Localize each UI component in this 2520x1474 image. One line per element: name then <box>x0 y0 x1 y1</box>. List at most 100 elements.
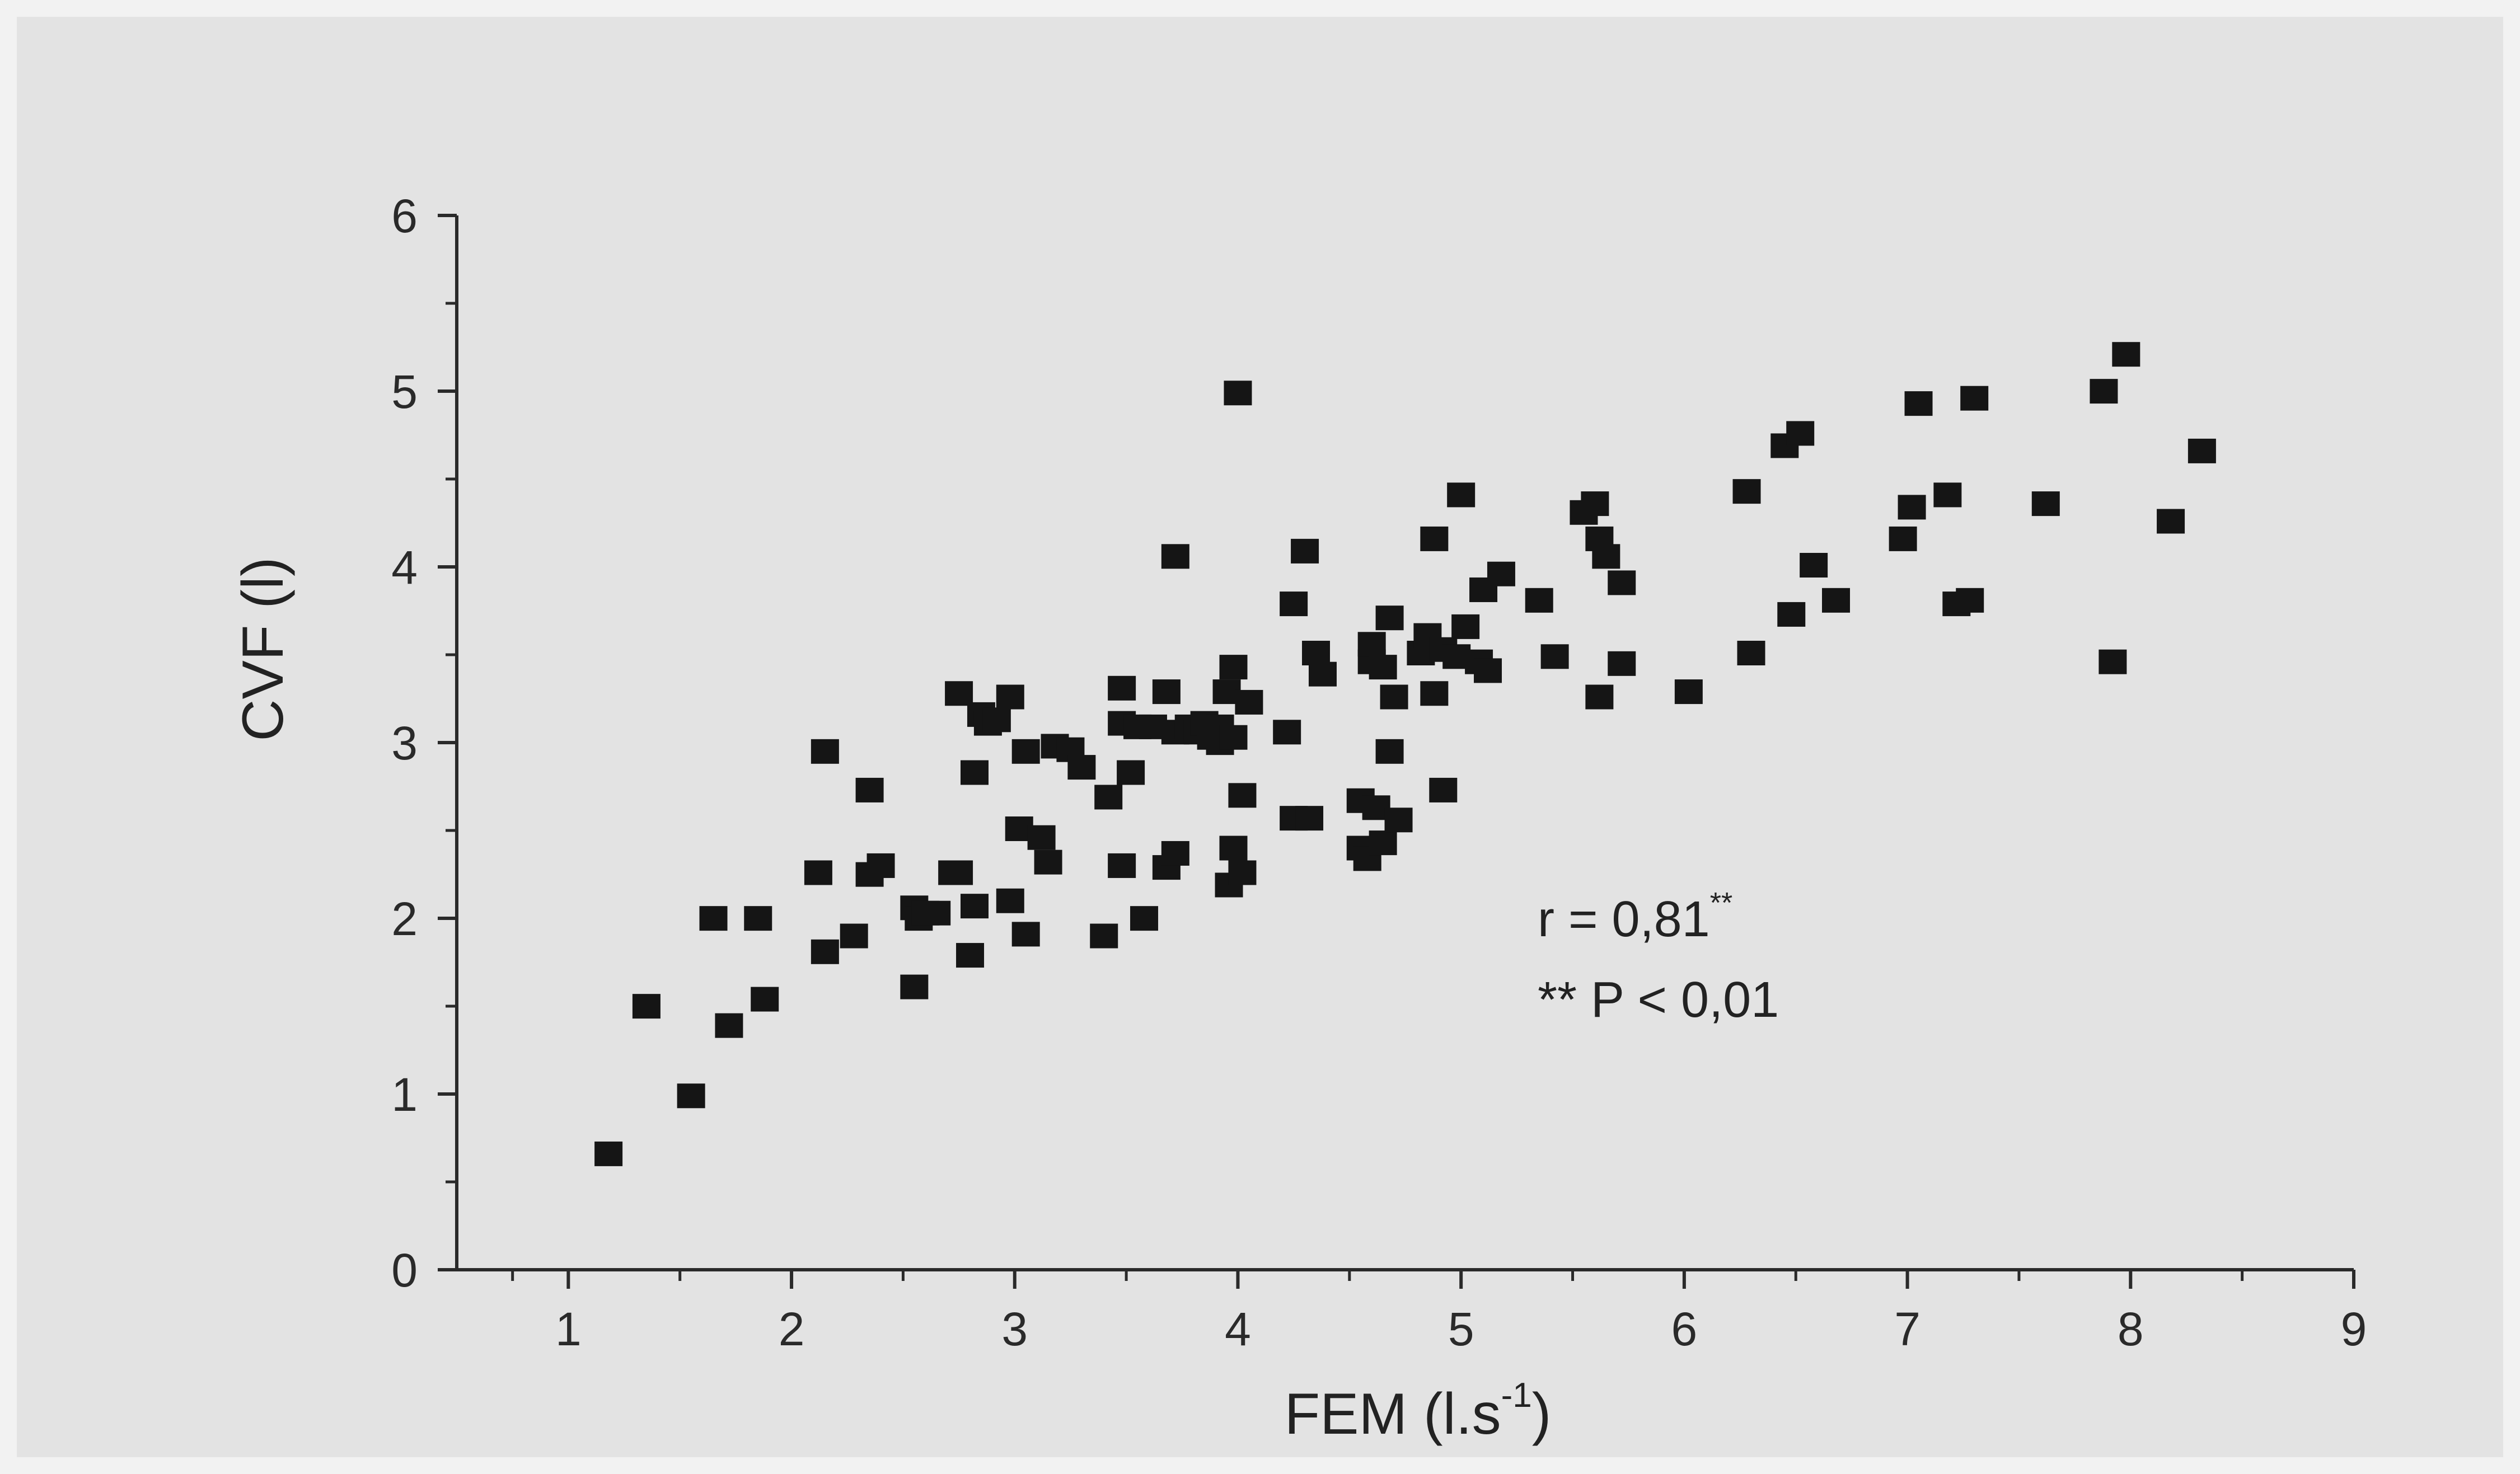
y-tick-label: 6 <box>391 190 418 242</box>
data-point <box>996 888 1024 913</box>
x-tick-label: 7 <box>1894 1303 1921 1355</box>
data-point <box>1581 491 1609 517</box>
y-tick-label: 5 <box>391 365 418 418</box>
data-point <box>1117 760 1145 785</box>
data-points <box>594 342 2216 1166</box>
data-point <box>1540 644 1569 669</box>
data-point <box>1960 386 1989 411</box>
data-point <box>1451 614 1480 639</box>
data-point <box>2157 509 2185 534</box>
data-point <box>811 739 839 764</box>
data-point <box>960 760 989 785</box>
y-tick-label: 3 <box>391 717 418 769</box>
data-point <box>811 939 839 964</box>
data-point <box>1161 544 1189 569</box>
data-point <box>804 860 832 885</box>
data-point <box>677 1083 705 1109</box>
data-point <box>1369 655 1397 680</box>
data-point <box>1889 526 1917 551</box>
data-point <box>1933 482 1962 508</box>
data-point <box>1295 806 1324 831</box>
correlation-label: r = 0,81** <box>1538 887 1732 947</box>
data-point <box>922 900 951 926</box>
data-point <box>900 974 929 999</box>
data-point <box>1375 739 1404 764</box>
data-point <box>1130 906 1159 931</box>
x-tick-label: 1 <box>555 1303 582 1355</box>
data-point <box>1429 777 1458 802</box>
y-axis-title: CVF (l) <box>231 557 296 741</box>
data-point <box>1090 923 1118 949</box>
data-point <box>1525 588 1553 613</box>
x-tick-label: 5 <box>1448 1303 1474 1355</box>
data-point <box>1375 605 1404 631</box>
data-point <box>1228 783 1257 808</box>
data-point <box>1108 675 1136 701</box>
data-point <box>1786 421 1815 446</box>
data-point <box>2090 379 2118 404</box>
data-point <box>1224 381 1252 406</box>
data-point <box>866 853 895 878</box>
y-tick-label: 0 <box>391 1244 418 1297</box>
data-point <box>1592 544 1620 569</box>
x-tick-label: 3 <box>1001 1303 1028 1355</box>
data-point <box>1474 658 1502 683</box>
data-point <box>2099 649 2127 674</box>
data-point <box>1291 538 1319 564</box>
data-point <box>632 994 661 1019</box>
p-value-label: ** P < 0,01 <box>1538 972 1779 1028</box>
data-point <box>840 923 868 949</box>
y-axis-ticks: 0 1 2 3 4 5 6 <box>391 190 457 1297</box>
y-tick-label: 1 <box>391 1068 418 1121</box>
data-point <box>1219 655 1248 680</box>
x-tick-label: 8 <box>2118 1303 2144 1355</box>
data-point <box>1487 561 1515 586</box>
correlation-superscript: ** <box>1710 887 1732 919</box>
data-point <box>1067 755 1096 780</box>
data-point <box>1273 720 1301 745</box>
x-axis-title-superscript: -1 <box>1501 1376 1532 1415</box>
data-point <box>1447 482 1476 508</box>
data-point <box>1608 570 1636 595</box>
data-point <box>945 681 973 706</box>
data-point <box>1011 922 1040 947</box>
y-tick-label: 4 <box>391 541 418 594</box>
data-point <box>715 1013 743 1038</box>
data-point <box>1777 602 1806 627</box>
plot-background <box>17 17 2503 1457</box>
data-point <box>1034 849 1062 875</box>
data-point <box>751 987 779 1012</box>
data-point <box>1027 825 1056 850</box>
data-point <box>1822 588 1851 613</box>
data-point <box>594 1141 623 1166</box>
data-point <box>1904 391 1933 416</box>
data-point <box>2031 491 2060 517</box>
data-point <box>1011 739 1040 764</box>
x-tick-label: 9 <box>2341 1303 2367 1355</box>
data-point <box>956 943 985 968</box>
data-point <box>1898 495 1926 520</box>
data-point <box>1956 588 1984 613</box>
data-point <box>1161 841 1189 866</box>
data-point <box>1800 553 1828 578</box>
data-point <box>1219 725 1248 750</box>
data-point <box>1420 526 1449 551</box>
data-point <box>1302 641 1331 665</box>
data-point <box>744 906 772 931</box>
data-point <box>1357 632 1386 657</box>
x-axis-ticks: 1 2 3 4 5 6 7 8 9 <box>511 1270 2367 1355</box>
data-point <box>1152 679 1181 705</box>
data-point <box>855 777 884 802</box>
data-point <box>1369 830 1397 856</box>
data-point <box>1228 860 1257 885</box>
x-tick-label: 6 <box>1671 1303 1698 1355</box>
data-point <box>1380 684 1408 710</box>
x-axis-title-close: ) <box>1532 1382 1552 1447</box>
data-point <box>1737 641 1765 665</box>
data-point <box>1094 785 1123 810</box>
data-point <box>1608 651 1636 676</box>
data-point <box>1280 592 1308 617</box>
x-tick-label: 4 <box>1225 1303 1251 1355</box>
